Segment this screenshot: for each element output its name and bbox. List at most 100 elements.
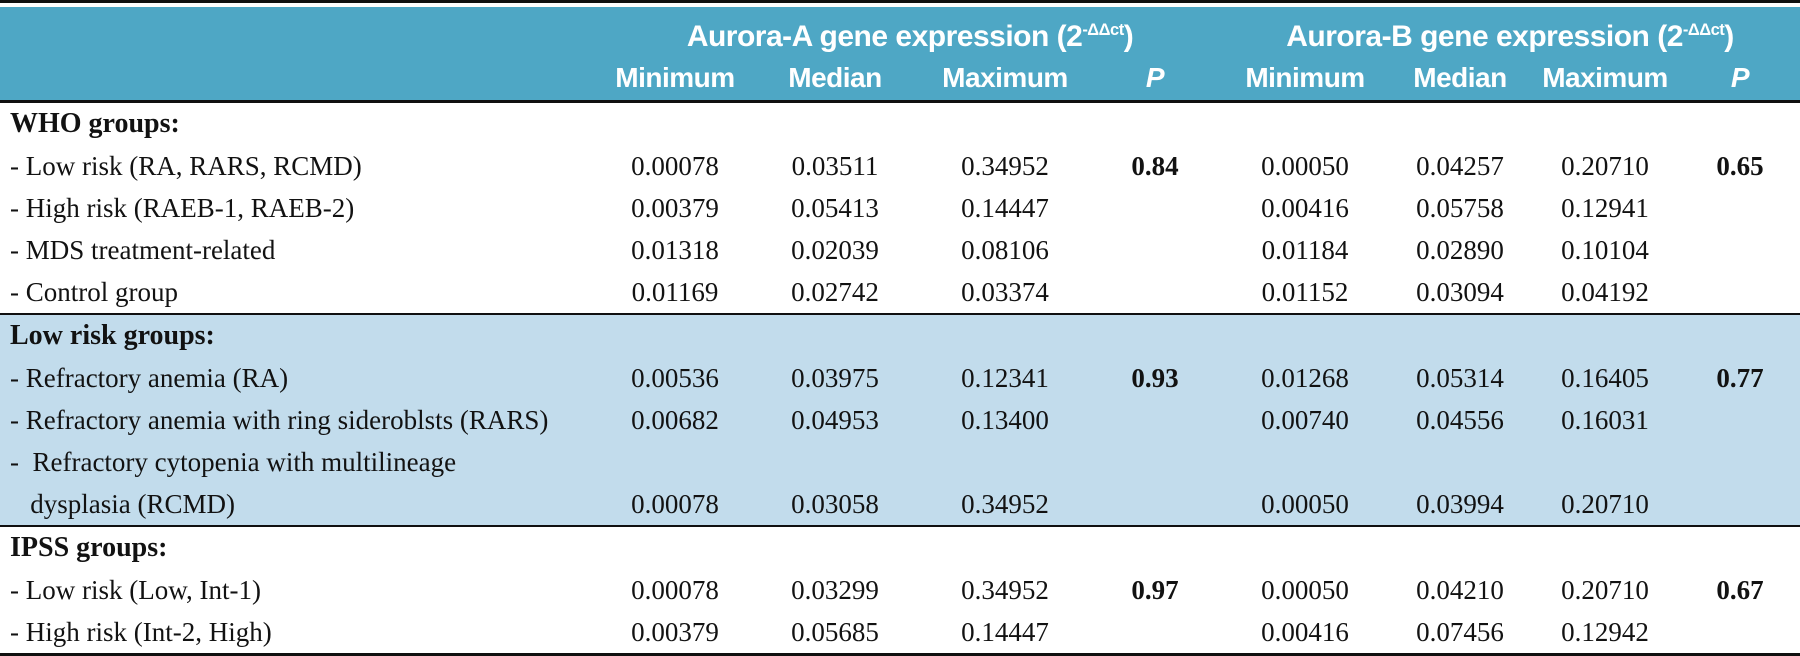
- aurora-b-title-suffix: ): [1724, 20, 1734, 53]
- value-cell: 0.00078: [600, 483, 750, 526]
- section-title-row: Low risk groups:: [0, 314, 1800, 357]
- row-label: - Control group: [0, 271, 600, 314]
- value-cell: 0.05685: [750, 611, 920, 655]
- value-cell: 0.16031: [1530, 399, 1681, 441]
- value-cell: 0.34952: [920, 483, 1090, 526]
- value-cell: 0.14447: [920, 187, 1090, 229]
- table-row: - Refractory anemia (RA) 0.00536 0.03975 0.…: [0, 357, 1800, 399]
- p-value-cell: [1090, 271, 1221, 314]
- table-row: dysplasia (RCMD) 0.00078 0.03058 0.34952 0.0…: [0, 483, 1800, 526]
- col-header-maximum-a: Maximum: [920, 56, 1090, 103]
- empty-header-cell: [0, 7, 600, 56]
- p-value-cell: [1680, 483, 1800, 526]
- p-value-cell: 0.67: [1680, 569, 1800, 611]
- col-header-minimum-a: Minimum: [600, 56, 750, 103]
- p-value-cell: [1680, 441, 1800, 483]
- value-cell: 0.02039: [750, 229, 920, 271]
- col-header-maximum-b: Maximum: [1530, 56, 1681, 103]
- value-cell: 0.03299: [750, 569, 920, 611]
- table-row: - High risk (RAEB-1, RAEB-2) 0.00379 0.054…: [0, 187, 1800, 229]
- p-value-cell: [1090, 611, 1221, 655]
- value-cell: 0.14447: [920, 611, 1090, 655]
- aurora-a-title-prefix: Aurora-A gene expression (2: [686, 20, 1083, 53]
- section-title: IPSS groups:: [0, 526, 1800, 569]
- p-value-cell: 0.77: [1680, 357, 1800, 399]
- value-cell: 0.01152: [1220, 271, 1391, 314]
- aurora-b-group-header: Aurora-B gene expression (2-ΔΔct): [1220, 7, 1800, 56]
- value-cell: 0.04257: [1390, 145, 1531, 187]
- group-header-row: Aurora-A gene expression (2-ΔΔct) Aurora…: [0, 7, 1800, 56]
- value-cell: 0.00050: [1220, 569, 1391, 611]
- section-title-row: IPSS groups:: [0, 526, 1800, 569]
- value-cell: 0.10104: [1530, 229, 1681, 271]
- empty-header-cell: [0, 56, 600, 103]
- row-label: - High risk (Int-2, High): [0, 611, 600, 655]
- value-cell: [600, 441, 750, 483]
- p-value-cell: 0.84: [1090, 145, 1221, 187]
- table-body: WHO groups: - Low risk (RA, RARS, RCMD) 0.…: [0, 101, 1800, 655]
- value-cell: 0.34952: [920, 145, 1090, 187]
- row-label: - MDS treatment-related: [0, 229, 600, 271]
- row-label: - Low risk (Low, Int-1): [0, 569, 600, 611]
- value-cell: 0.03058: [750, 483, 920, 526]
- value-cell: 0.04192: [1530, 271, 1681, 314]
- value-cell: 0.00379: [600, 187, 750, 229]
- table-row: - MDS treatment-related 0.01318 0.02039 0.0…: [0, 229, 1800, 271]
- value-cell: 0.00050: [1220, 145, 1391, 187]
- p-value-cell: [1680, 187, 1800, 229]
- value-cell: 0.01184: [1220, 229, 1391, 271]
- aurora-a-group-header: Aurora-A gene expression (2-ΔΔct): [600, 7, 1221, 56]
- value-cell: 0.00379: [600, 611, 750, 655]
- value-cell: 0.13400: [920, 399, 1090, 441]
- value-cell: 0.00682: [600, 399, 750, 441]
- table-row: - Low risk (RA, RARS, RCMD) 0.00078 0.0351…: [0, 145, 1800, 187]
- p-value-cell: [1090, 441, 1221, 483]
- table-row: - Low risk (Low, Int-1) 0.00078 0.03299 0.3…: [0, 569, 1800, 611]
- p-value-cell: [1680, 229, 1800, 271]
- section-title-row: WHO groups:: [0, 101, 1800, 145]
- value-cell: 0.00416: [1220, 187, 1391, 229]
- value-cell: 0.00078: [600, 569, 750, 611]
- section-title: Low risk groups:: [0, 314, 1800, 357]
- value-cell: 0.03511: [750, 145, 920, 187]
- aurora-b-superscript: -ΔΔct: [1682, 21, 1725, 39]
- value-cell: 0.20710: [1530, 483, 1681, 526]
- gene-expression-table: Aurora-A gene expression (2-ΔΔct) Aurora…: [0, 7, 1800, 656]
- value-cell: 0.05758: [1390, 187, 1531, 229]
- p-value-cell: [1090, 229, 1221, 271]
- column-header-row: Minimum Median Maximum P Minimum Median …: [0, 56, 1800, 103]
- p-value-cell: 0.93: [1090, 357, 1221, 399]
- value-cell: 0.00416: [1220, 611, 1391, 655]
- col-header-minimum-b: Minimum: [1220, 56, 1391, 103]
- value-cell: 0.02742: [750, 271, 920, 314]
- table-row: - Refractory cytopenia with multilineage: [0, 441, 1800, 483]
- value-cell: 0.08106: [920, 229, 1090, 271]
- col-header-p-b: P: [1680, 56, 1800, 103]
- value-cell: 0.04556: [1390, 399, 1531, 441]
- value-cell: 0.16405: [1530, 357, 1681, 399]
- value-cell: 0.34952: [920, 569, 1090, 611]
- value-cell: 0.12942: [1530, 611, 1681, 655]
- value-cell: 0.00536: [600, 357, 750, 399]
- p-value-cell: [1090, 483, 1221, 526]
- value-cell: 0.03975: [750, 357, 920, 399]
- value-cell: [750, 441, 920, 483]
- value-cell: [1390, 441, 1531, 483]
- value-cell: 0.03374: [920, 271, 1090, 314]
- value-cell: 0.07456: [1390, 611, 1531, 655]
- p-value-cell: 0.97: [1090, 569, 1221, 611]
- value-cell: 0.04210: [1390, 569, 1531, 611]
- table-row: - Control group 0.01169 0.02742 0.03374 0.01…: [0, 271, 1800, 314]
- aurora-b-title-prefix: Aurora-B gene expression (2: [1286, 20, 1683, 53]
- value-cell: 0.20710: [1530, 145, 1681, 187]
- p-value-cell: [1090, 187, 1221, 229]
- value-cell: 0.01268: [1220, 357, 1391, 399]
- value-cell: [1530, 441, 1681, 483]
- table-row: - High risk (Int-2, High) 0.00379 0.05685 0…: [0, 611, 1800, 655]
- col-header-median-a: Median: [750, 56, 920, 103]
- p-value-cell: [1680, 611, 1800, 655]
- value-cell: 0.12941: [1530, 187, 1681, 229]
- value-cell: 0.00078: [600, 145, 750, 187]
- value-cell: 0.03094: [1390, 271, 1531, 314]
- aurora-a-title-suffix: ): [1123, 20, 1134, 53]
